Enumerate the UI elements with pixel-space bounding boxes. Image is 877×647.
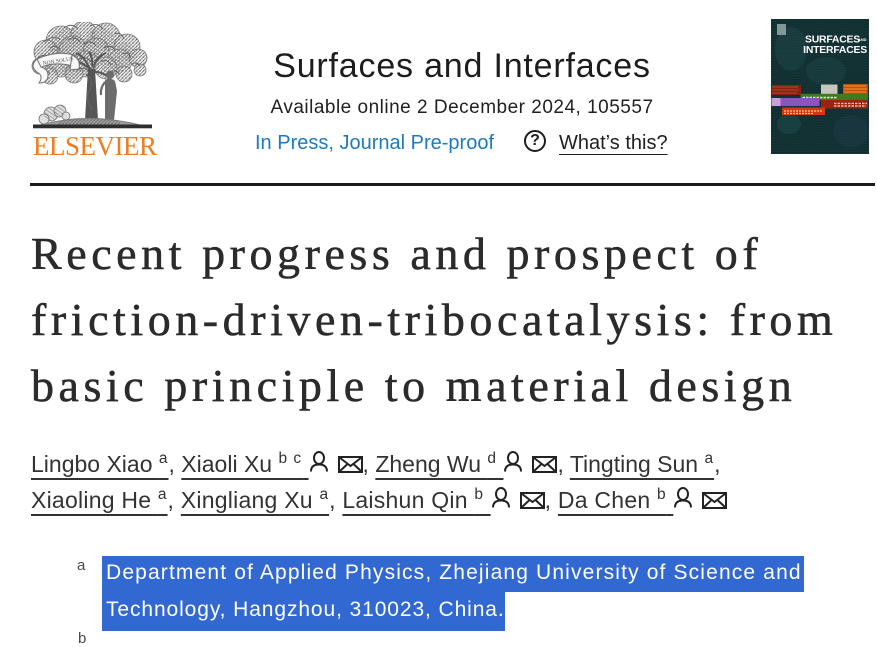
svg-text:AND: AND: [858, 37, 867, 42]
svg-text:NON SOLUS: NON SOLUS: [42, 56, 73, 67]
svg-text:INTERFACES: INTERFACES: [803, 45, 867, 56]
svg-text:SURFACES: SURFACES: [805, 35, 860, 46]
